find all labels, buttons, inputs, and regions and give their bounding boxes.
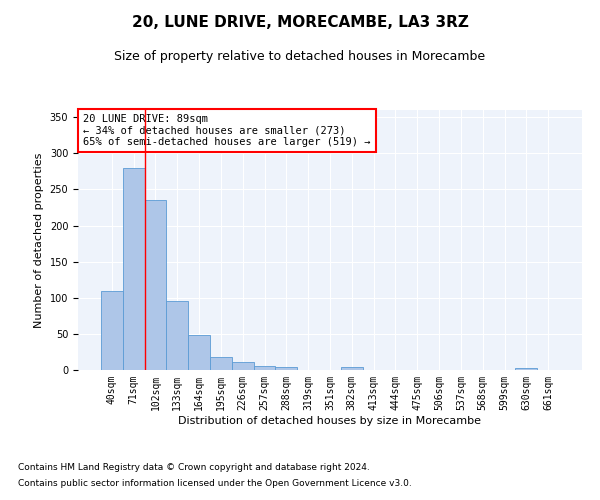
Text: 20, LUNE DRIVE, MORECAMBE, LA3 3RZ: 20, LUNE DRIVE, MORECAMBE, LA3 3RZ xyxy=(131,15,469,30)
Bar xyxy=(123,168,145,370)
Text: 20 LUNE DRIVE: 89sqm
← 34% of detached houses are smaller (273)
65% of semi-deta: 20 LUNE DRIVE: 89sqm ← 34% of detached h… xyxy=(83,114,371,147)
Bar xyxy=(254,366,275,370)
Text: Size of property relative to detached houses in Morecambe: Size of property relative to detached ho… xyxy=(115,50,485,63)
X-axis label: Distribution of detached houses by size in Morecambe: Distribution of detached houses by size … xyxy=(179,416,482,426)
Bar xyxy=(166,302,188,370)
Text: Contains public sector information licensed under the Open Government Licence v3: Contains public sector information licen… xyxy=(18,478,412,488)
Bar xyxy=(232,362,254,370)
Text: Contains HM Land Registry data © Crown copyright and database right 2024.: Contains HM Land Registry data © Crown c… xyxy=(18,464,370,472)
Bar xyxy=(188,334,210,370)
Bar xyxy=(145,200,166,370)
Bar xyxy=(515,368,537,370)
Bar xyxy=(210,357,232,370)
Y-axis label: Number of detached properties: Number of detached properties xyxy=(34,152,44,328)
Bar xyxy=(275,367,297,370)
Bar xyxy=(341,367,363,370)
Bar xyxy=(101,290,123,370)
